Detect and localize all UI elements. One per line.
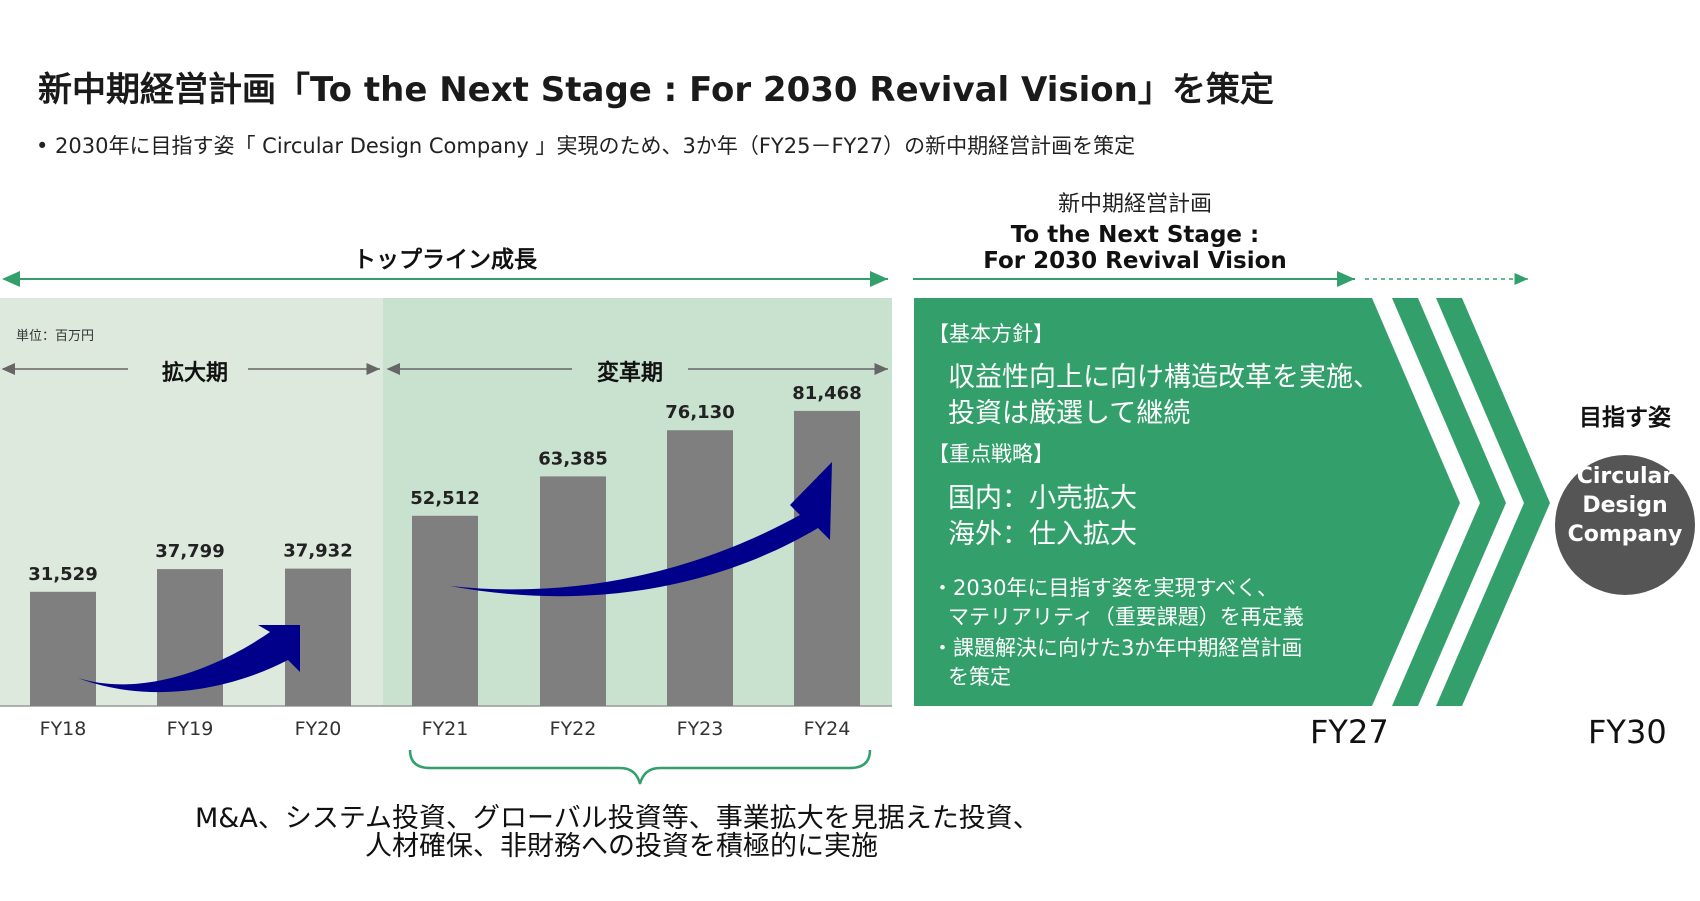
bar-value-label-fy18: 31,529 — [28, 564, 97, 585]
goal-circle — [1555, 455, 1695, 595]
topline-label: トップライン成長 — [353, 247, 537, 273]
investment-note-line2: 人材確保、非財務への投資を積極的に実施 — [365, 831, 878, 862]
x-tick-fy21: FY21 — [422, 718, 469, 740]
x-tick-fy20: FY20 — [295, 718, 342, 740]
panel-note1-line1: ・2030年に目指す姿を実現すべく、 — [932, 576, 1278, 600]
growth-arrow-small — [78, 625, 300, 693]
plan-name-line1: To the Next Stage : — [1010, 222, 1260, 248]
investment-brace — [408, 749, 872, 785]
growth-arrow-large — [450, 462, 832, 597]
x-tick-fy22: FY22 — [550, 718, 597, 740]
panel-heading-policy: 【基本方針】 — [928, 322, 1054, 346]
panel-heading-strategy: 【重点戦略】 — [928, 442, 1054, 466]
plan-panel — [914, 298, 1460, 706]
bar-fy21 — [412, 515, 478, 706]
goal-label: 目指す姿 — [1579, 405, 1671, 431]
goal-line3: Company — [1567, 522, 1683, 547]
chevron-1 — [1392, 298, 1506, 706]
bar-value-label-fy20: 37,932 — [283, 541, 352, 562]
x-tick-fy19: FY19 — [167, 718, 214, 740]
panel-note2-line1: ・課題解決に向けた3か年中期経営計画 — [932, 636, 1303, 660]
x-tick-fy24: FY24 — [804, 718, 851, 740]
page-subtitle: • 2030年に目指す姿「 Circular Design Company 」実… — [36, 134, 1136, 158]
bar-value-label-fy22: 63,385 — [538, 448, 607, 469]
page-title: 新中期経営計画「To the Next Stage : For 2030 Rev… — [38, 70, 1274, 110]
bar-value-label-fy24: 81,468 — [792, 383, 861, 404]
panel-note1-line2: マテリアリティ（重要課題）を再定義 — [948, 605, 1304, 629]
investment-note-line1: M&A、システム投資、グローバル投資等、事業拡大を見据えた投資、 — [195, 803, 1040, 834]
bar-fy18 — [30, 591, 96, 706]
x-tick-fy23: FY23 — [677, 718, 724, 740]
x-tick-fy18: FY18 — [40, 718, 87, 740]
expansion-period-label: 拡大期 — [161, 361, 228, 386]
unit-label: 単位：百万円 — [16, 329, 95, 344]
plan-name-line2: For 2030 Revival Vision — [983, 248, 1287, 274]
bar-value-label-fy19: 37,799 — [155, 541, 224, 562]
bar-value-label-fy21: 52,512 — [410, 488, 479, 509]
chevron-2 — [1436, 298, 1550, 706]
goal-line1: Circular — [1576, 464, 1674, 489]
panel-policy-line2: 投資は厳選して継続 — [948, 398, 1191, 429]
bar-value-label-fy23: 76,130 — [665, 402, 734, 423]
reform-period-label: 変革期 — [596, 361, 663, 386]
panel-policy-line1: 収益性向上に向け構造改革を実施、 — [948, 362, 1380, 393]
goal-line2: Design — [1582, 493, 1668, 518]
plan-label: 新中期経営計画 — [1057, 192, 1212, 217]
panel-note2-line2: を策定 — [948, 665, 1011, 689]
panel-strategy-line1: 国内：小売拡大 — [948, 483, 1137, 514]
fy30-label: FY30 — [1588, 713, 1667, 751]
fy27-label: FY27 — [1310, 713, 1389, 751]
bar-fy24 — [794, 410, 860, 706]
panel-strategy-line2: 海外：仕入拡大 — [948, 519, 1137, 550]
